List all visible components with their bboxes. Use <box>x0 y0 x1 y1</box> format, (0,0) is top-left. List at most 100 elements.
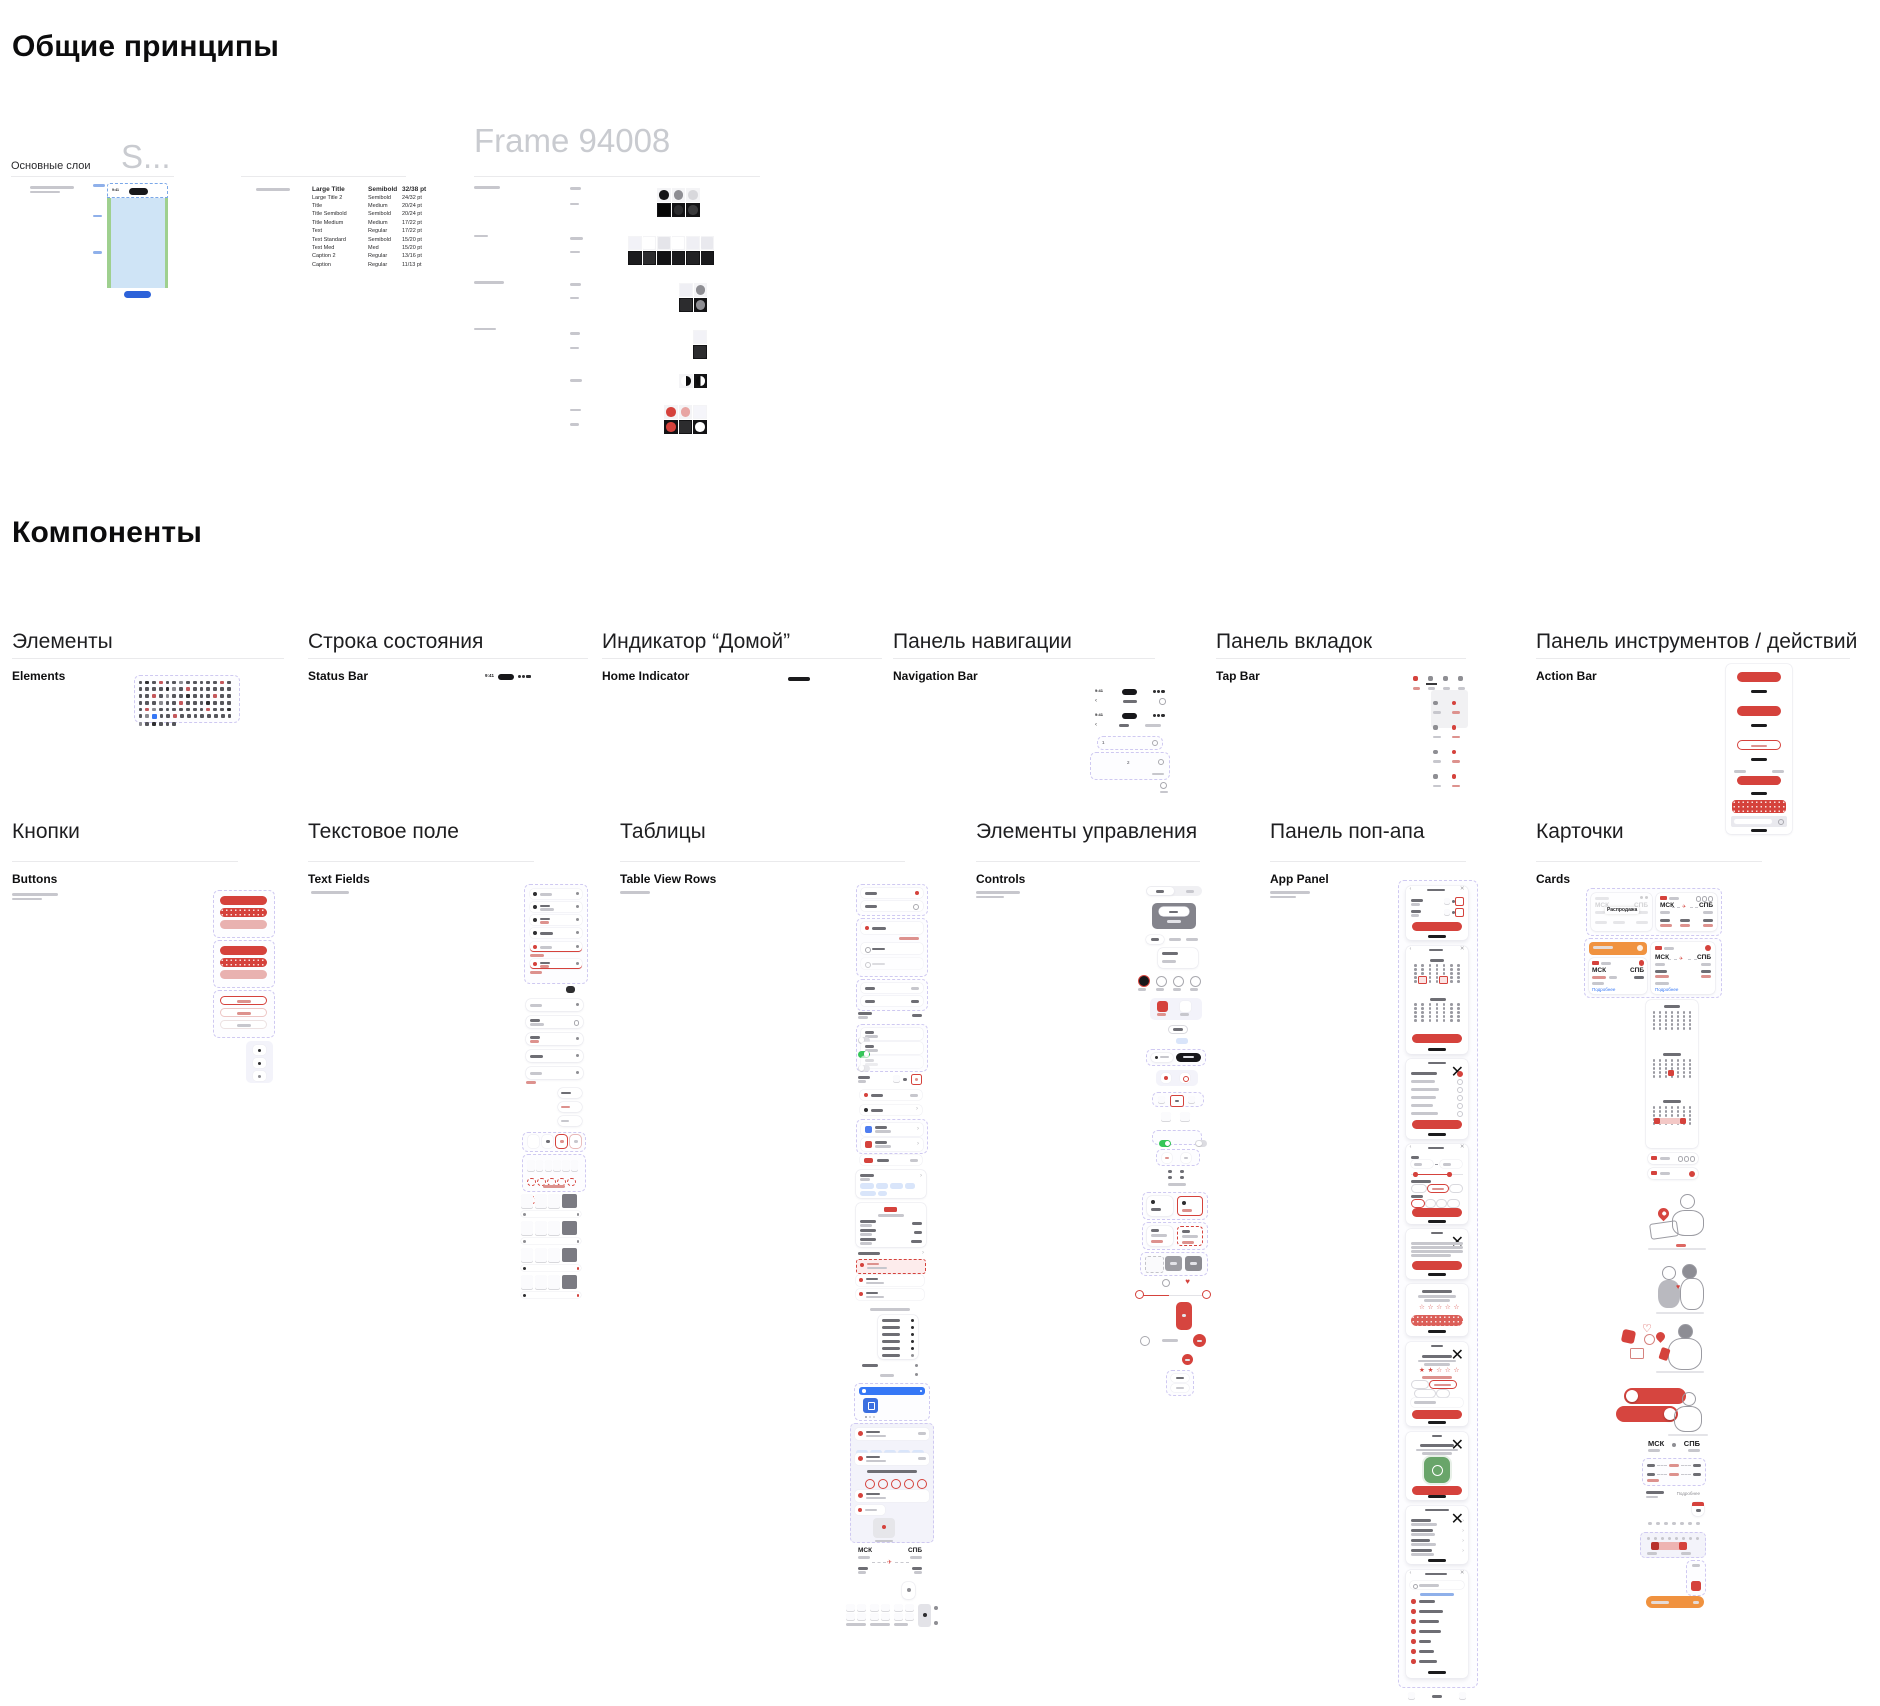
price-from-field[interactable] <box>1411 1160 1433 1168</box>
slider-handle[interactable] <box>1203 1291 1210 1298</box>
tab-pills-row[interactable] <box>1146 935 1204 944</box>
plus-button[interactable] <box>1180 1112 1190 1121</box>
orange-bar[interactable] <box>1646 1596 1704 1608</box>
apply-button[interactable] <box>1412 1120 1462 1129</box>
keyboard-side-key[interactable] <box>918 1604 931 1627</box>
chip[interactable] <box>890 1183 903 1189</box>
keypad-block[interactable] <box>521 1275 581 1298</box>
promo-row-small[interactable] <box>855 1505 885 1515</box>
filter-chip[interactable] <box>1436 1199 1447 1208</box>
tab-item[interactable] <box>1433 741 1448 763</box>
search-field[interactable] <box>1410 1581 1464 1589</box>
button-disabled[interactable] <box>220 920 267 929</box>
filter-chip-selected[interactable] <box>1411 1199 1425 1208</box>
multiplier-add[interactable] <box>1145 1256 1164 1273</box>
field-icon-button[interactable] <box>566 986 575 993</box>
promo-row[interactable] <box>855 1490 929 1502</box>
review-chip[interactable] <box>1436 1389 1450 1398</box>
checkbox[interactable] <box>1180 1073 1190 1083</box>
toggle-row[interactable] <box>858 1028 923 1044</box>
keypad-block[interactable] <box>521 1221 581 1244</box>
tab-item[interactable] <box>1413 668 1420 690</box>
tag-row[interactable] <box>860 1155 922 1165</box>
promo-row[interactable] <box>855 1453 929 1465</box>
chip[interactable] <box>878 1190 887 1196</box>
price-slider[interactable] <box>1411 1172 1463 1177</box>
send-button[interactable] <box>1412 1410 1462 1419</box>
icon-button[interactable] <box>253 1071 266 1081</box>
keypad-block[interactable] <box>521 1248 581 1271</box>
filter-chip[interactable] <box>1447 1199 1460 1208</box>
text-field-small[interactable] <box>558 1116 582 1126</box>
table-row[interactable] <box>861 996 923 1006</box>
flight-card[interactable]: МСК СПБ Подробнее <box>1589 958 1647 994</box>
minus-button[interactable] <box>1161 1112 1171 1121</box>
flight-card[interactable]: МСК СПБ ✈ Подробнее <box>1651 942 1715 994</box>
avatar[interactable] <box>1173 976 1184 991</box>
minus-button[interactable] <box>893 1075 900 1082</box>
calendar-month[interactable] <box>1412 1003 1462 1022</box>
avatar[interactable] <box>1156 976 1167 991</box>
button-pressed[interactable] <box>220 958 267 967</box>
tab-item[interactable] <box>1458 668 1465 690</box>
text-field[interactable] <box>526 999 583 1011</box>
back-chevron-icon[interactable]: ‹ <box>1095 698 1097 704</box>
avatar-selected[interactable] <box>1138 975 1150 991</box>
menu-row[interactable] <box>880 1372 918 1379</box>
app-icon[interactable] <box>863 1398 878 1413</box>
toggle-on[interactable] <box>1159 1140 1171 1147</box>
back-icon[interactable]: ‹ <box>1409 886 1412 893</box>
table-row[interactable]: › <box>860 1105 922 1115</box>
details-link[interactable]: Подробнее <box>1592 987 1616 992</box>
pin-cell[interactable] <box>570 1135 581 1148</box>
menu-row[interactable] <box>862 1362 918 1370</box>
button-primary[interactable] <box>220 946 267 955</box>
vertical-slider[interactable] <box>1176 1302 1192 1330</box>
toggle-row[interactable] <box>858 1042 923 1058</box>
action-button[interactable] <box>1737 706 1781 716</box>
range-slider[interactable] <box>1136 1291 1210 1299</box>
table-row[interactable] <box>856 1275 924 1286</box>
text-field[interactable] <box>530 928 582 938</box>
mini-button[interactable] <box>1171 1384 1189 1392</box>
back-icon[interactable]: ‹ <box>1409 1144 1412 1151</box>
nav-search-field-mock[interactable]: 1 <box>1097 736 1163 750</box>
route-header-row[interactable] <box>1648 1153 1698 1164</box>
back-icon[interactable]: ‹ <box>1409 1570 1412 1577</box>
icon-button[interactable] <box>902 1582 915 1599</box>
pin-cell[interactable] <box>542 1135 553 1148</box>
flight-card[interactable]: МСК СПБ ✈ <box>1656 893 1717 931</box>
text-field-error[interactable] <box>530 942 582 952</box>
minus-button[interactable] <box>1158 1096 1165 1103</box>
tab-item[interactable] <box>1443 668 1450 690</box>
table-row[interactable] <box>861 901 923 911</box>
close-icon[interactable]: ✕ <box>1459 886 1465 893</box>
tab-item[interactable] <box>1451 741 1467 763</box>
multiplier-x3[interactable] <box>1185 1256 1202 1271</box>
promo-banner[interactable] <box>1589 942 1647 955</box>
review-chip-selected[interactable] <box>1429 1380 1457 1389</box>
text-field-small[interactable] <box>558 1088 582 1098</box>
text-field-small[interactable] <box>558 1102 582 1112</box>
action-button[interactable] <box>1737 672 1781 682</box>
action-tile[interactable] <box>1691 1581 1701 1591</box>
close-icon[interactable]: ✕ <box>1459 1570 1465 1577</box>
icon-option-selected[interactable] <box>1157 1001 1168 1016</box>
avatar[interactable] <box>1190 976 1201 991</box>
tab-item[interactable] <box>1451 717 1467 738</box>
route-header-row[interactable] <box>1648 1168 1698 1179</box>
back-chevron-icon[interactable]: ‹ <box>1095 722 1097 728</box>
option-card-selected[interactable] <box>1177 1196 1203 1216</box>
text-field[interactable] <box>530 915 582 925</box>
text-field[interactable] <box>530 902 582 912</box>
table-row[interactable] <box>861 943 923 954</box>
button-outline-pressed[interactable] <box>220 1008 267 1017</box>
apply-button[interactable] <box>1412 1208 1462 1217</box>
check-square[interactable] <box>1162 1152 1172 1163</box>
code-cells[interactable] <box>527 1158 579 1176</box>
action-button[interactable] <box>1737 776 1781 785</box>
big-toggle[interactable] <box>1616 1406 1678 1422</box>
flight-card-disabled[interactable]: МСК СПБ Распродажа <box>1591 893 1652 931</box>
close-badge[interactable] <box>1705 945 1711 951</box>
text-field-error[interactable] <box>526 1067 583 1079</box>
